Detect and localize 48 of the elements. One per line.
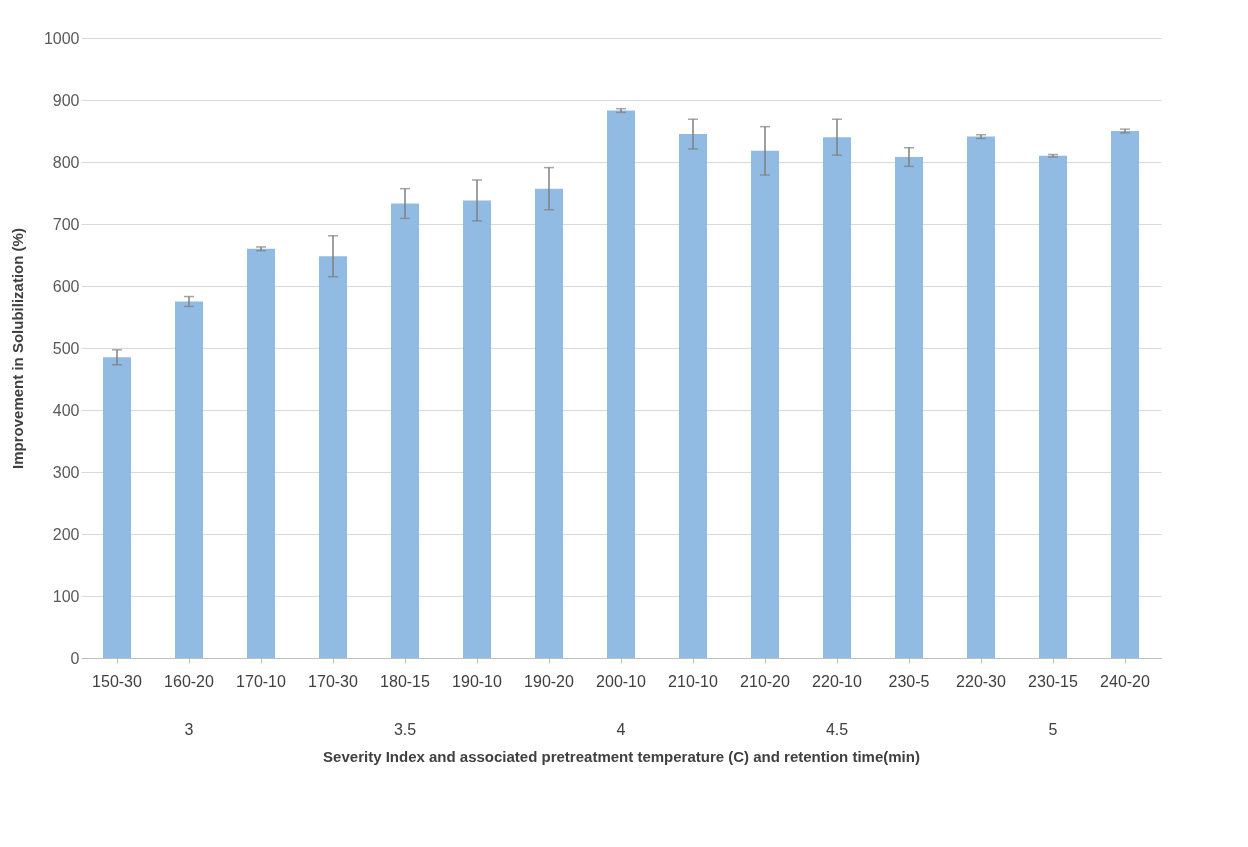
x-axis-title: Severity Index and associated pretreatment temperature (C) and retention time(min) — [323, 747, 920, 765]
y-tick-label: 200 — [52, 525, 80, 543]
y-tick-label: 0 — [70, 649, 80, 667]
bar — [1111, 131, 1139, 658]
bar — [679, 134, 707, 658]
y-tick-label: 400 — [52, 401, 80, 419]
x-tick-label: 180-15 — [380, 672, 431, 690]
y-tick-label: 600 — [52, 277, 80, 295]
y-tick-label: 800 — [52, 153, 80, 171]
y-tick-label: 500 — [52, 339, 80, 357]
bar — [823, 137, 851, 658]
y-tick-label: 1000 — [43, 29, 80, 47]
x-tick-label: 240-20 — [1100, 672, 1151, 690]
x-tick-label: 230-5 — [888, 672, 930, 690]
x-tick-label: 220-30 — [956, 672, 1007, 690]
bar — [175, 301, 203, 658]
bar — [391, 203, 419, 658]
bar — [751, 150, 779, 658]
x-tick-label: 170-30 — [308, 672, 359, 690]
bar — [895, 157, 923, 658]
y-tick-label: 100 — [52, 587, 80, 605]
text: 4 — [616, 721, 626, 738]
bar — [535, 188, 563, 658]
x-tick-label: 220-10 — [812, 672, 863, 690]
bar — [1039, 155, 1067, 658]
y-tick-label: 300 — [52, 463, 80, 481]
bar — [463, 200, 491, 658]
x-tick-label: 210-20 — [740, 672, 791, 690]
y-tick-label: 900 — [52, 91, 80, 109]
bar — [319, 256, 347, 658]
bar — [607, 110, 635, 658]
bar — [103, 357, 131, 658]
text: 3 — [184, 721, 194, 738]
x-tick-label: 170-10 — [236, 672, 287, 690]
bar — [247, 248, 275, 658]
text: 4.5 — [825, 721, 849, 738]
text: 3.5 — [393, 721, 417, 738]
y-axis-title: Improvement in Solubilization (%) — [8, 228, 26, 469]
x-tick-label: 190-10 — [452, 672, 503, 690]
x-tick-label: 190-20 — [524, 672, 575, 690]
y-tick-label: 700 — [52, 215, 80, 233]
x-tick-label: 200-10 — [596, 672, 647, 690]
x-tick-label: 230-15 — [1028, 672, 1079, 690]
bar — [967, 136, 995, 658]
x-tick-label: 150-30 — [92, 672, 143, 690]
x-tick-label: 160-20 — [164, 672, 215, 690]
text: 5 — [1048, 721, 1058, 738]
x-tick-label: 210-10 — [668, 672, 719, 690]
